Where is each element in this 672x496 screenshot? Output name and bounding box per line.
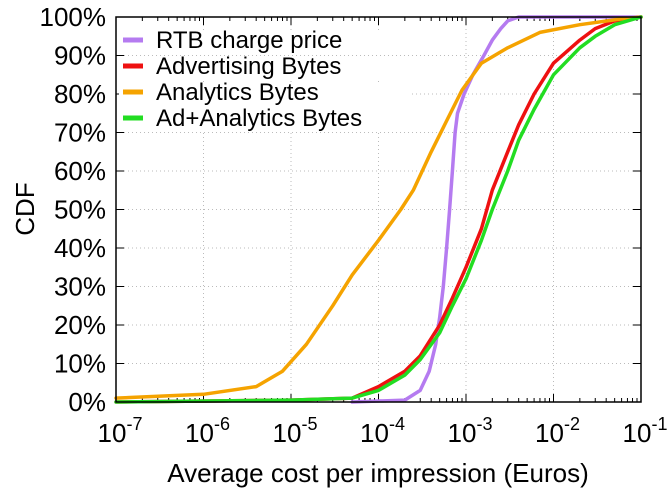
x-tick-base: 10: [98, 418, 127, 448]
y-tick-label: 100%: [40, 2, 107, 32]
x-tick-label: 10-5: [273, 414, 318, 448]
y-tick-label: 80%: [54, 79, 106, 109]
x-tick-exponent: -7: [126, 414, 142, 434]
x-tick-label: 10-3: [448, 414, 493, 448]
legend-label: Advertising Bytes: [156, 53, 341, 80]
legend-background: [119, 108, 409, 132]
series-line: [114, 15, 643, 404]
plot-frame: [115, 16, 642, 403]
x-tick-label: 10-6: [185, 414, 230, 448]
x-tick-exponent: -2: [564, 414, 580, 434]
x-tick-label: 10-7: [98, 414, 143, 448]
y-tick-label: 90%: [54, 41, 106, 71]
x-tick-base: 10: [360, 418, 389, 448]
x-tick-base: 10: [273, 418, 302, 448]
series-line: [114, 15, 643, 400]
x-tick-base: 10: [535, 418, 564, 448]
x-tick-exponent: -1: [651, 414, 667, 434]
x-tick-exponent: -4: [389, 414, 405, 434]
series-lines: [114, 15, 643, 404]
grid-lines: [116, 17, 641, 402]
y-tick-label: 20%: [54, 310, 106, 340]
x-tick-exponent: -5: [301, 414, 317, 434]
x-tick-label: 10-2: [535, 414, 580, 448]
y-tick-label: 30%: [54, 272, 106, 302]
y-tick-labels: 0% 10% 20% 30% 40% 50% 60% 70% 80% 90% 100%: [40, 2, 107, 417]
legend-background: [119, 82, 409, 106]
legend-label: RTB charge price: [156, 27, 342, 54]
x-tick-base: 10: [623, 418, 652, 448]
x-tick-exponent: -6: [214, 414, 230, 434]
x-tick-label: 10-4: [360, 414, 405, 448]
x-axis-title: Average cost per impression (Euros): [167, 458, 588, 488]
y-tick-label: 10%: [54, 349, 106, 379]
series-line: [350, 15, 643, 404]
series-line: [114, 15, 643, 404]
legend-label: Analytics Bytes: [156, 79, 319, 106]
y-tick-label: 70%: [54, 118, 106, 148]
y-tick-label: 40%: [54, 233, 106, 263]
x-tick-base: 10: [185, 418, 214, 448]
legend-background: [119, 56, 409, 80]
y-tick-label: 50%: [54, 195, 106, 225]
y-axis-title: CDF: [10, 182, 40, 235]
x-tick-exponent: -3: [476, 414, 492, 434]
x-tick-base: 10: [448, 418, 477, 448]
y-tick-label: 0%: [68, 387, 106, 417]
legend-label: Ad+Analytics Bytes: [156, 105, 362, 132]
legend-background: [119, 30, 409, 54]
x-tick-labels: 10-7 10-6 10-5 10-4 10-3 10-2 10-1: [98, 414, 668, 448]
x-tick-label: 10-1: [623, 414, 668, 448]
y-tick-label: 60%: [54, 156, 106, 186]
